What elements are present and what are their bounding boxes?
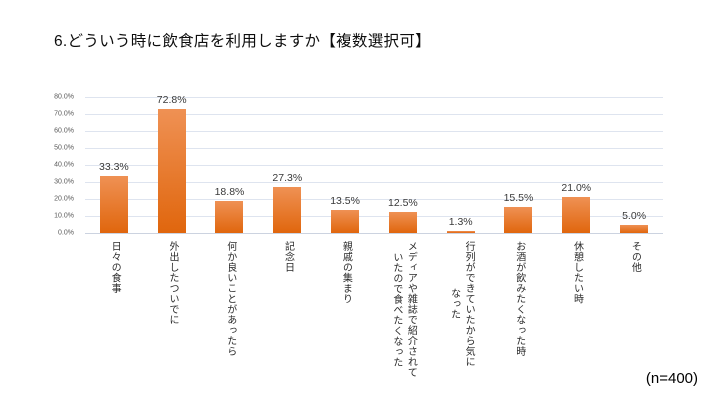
category-label: 何か良いことがあったら — [201, 241, 259, 357]
category-label-text: 外出したついでに — [166, 241, 178, 325]
category-label-text: 何か良いことがあったら — [224, 241, 236, 357]
bar-slot: 72.8% — [143, 94, 201, 233]
category-label-text: 親戚の集まり — [340, 241, 352, 304]
bar-slot: 13.5% — [316, 97, 374, 233]
y-tick-label: 70.0% — [54, 110, 74, 118]
category-label-text: 記念日 — [282, 241, 294, 273]
bar-value-label: 27.3% — [272, 171, 303, 184]
category-label: 外出したついでに — [143, 241, 201, 325]
y-tick-label: 0.0% — [58, 229, 74, 237]
gridline — [85, 182, 663, 183]
gridline — [85, 199, 663, 200]
bar-slot: 18.8% — [201, 97, 259, 233]
y-axis: 80.0% 70.0% 60.0% 50.0% 40.0% 30.0% 20.0% 10.0%… — [0, 93, 80, 237]
y-tick-label: 30.0% — [54, 178, 74, 186]
category-label: 親戚の集まり — [316, 241, 374, 304]
bar-value-label: 18.8% — [214, 186, 245, 199]
bar — [215, 201, 244, 233]
gridline — [85, 131, 663, 132]
category-label: その他 — [605, 241, 663, 273]
bar-slot: 27.3% — [258, 97, 316, 233]
y-tick-label: 80.0% — [54, 93, 74, 101]
category-label: 日々の食事 — [85, 241, 143, 294]
bar — [388, 211, 417, 233]
bar-value-label: 13.5% — [330, 195, 360, 208]
bar-slot: 12.5% — [374, 97, 432, 233]
bar-slot: 15.5% — [490, 97, 548, 233]
bar — [99, 176, 128, 233]
bar — [620, 224, 649, 233]
y-tick-label: 50.0% — [54, 144, 74, 152]
bar — [331, 210, 360, 233]
y-tick-label: 60.0% — [54, 127, 74, 135]
x-axis-line — [85, 233, 663, 234]
category-label-text: 日々の食事 — [109, 241, 121, 294]
bar-value-label: 33.3% — [99, 161, 129, 174]
gridline — [85, 114, 663, 115]
category-label: お酒が飲みたくなった時 — [490, 241, 548, 357]
bar-value-label: 15.5% — [503, 191, 534, 204]
bar-slot: 5.0% — [605, 97, 663, 233]
bar-value-label: 1.3% — [448, 215, 473, 228]
y-tick-label: 10.0% — [54, 212, 74, 220]
bar — [157, 109, 186, 233]
bar — [504, 206, 533, 233]
category-label-text: 行列ができていたから気に なった — [448, 241, 475, 367]
bar-value-label: 72.8% — [156, 94, 187, 107]
category-label-text: 休憩したい時 — [571, 241, 583, 304]
bar-series: 33.3% 72.8% 18.8% 27.3% 13.5% 12.5% 1.3% 15.5% 2… — [85, 94, 663, 233]
category-label-text: お酒が飲みたくなった時 — [513, 241, 525, 357]
bar — [562, 197, 591, 233]
category-label-text: メディアや雑誌で紹介されて いたので食べたくなった — [390, 241, 417, 378]
category-label-text: その他 — [629, 241, 641, 273]
sample-size-note: (n=400) — [645, 370, 698, 387]
category-label: 行列ができていたから気に なった — [432, 241, 490, 367]
bar — [446, 230, 475, 233]
gridline — [85, 216, 663, 217]
gridline — [85, 97, 663, 98]
category-label: メディアや雑誌で紹介されて いたので食べたくなった — [374, 241, 432, 378]
bar — [273, 186, 302, 233]
bar-value-label: 5.0% — [622, 209, 647, 222]
y-tick-label: 20.0% — [54, 195, 74, 203]
gridline — [85, 165, 663, 166]
plot-area: 33.3% 72.8% 18.8% 27.3% 13.5% 12.5% 1.3% 15.5% 2… — [85, 94, 663, 234]
category-label: 休憩したい時 — [547, 241, 605, 304]
y-tick-label: 40.0% — [54, 161, 74, 169]
bar-slot: 1.3% — [432, 97, 490, 233]
bar-slot: 21.0% — [547, 97, 605, 233]
category-label: 記念日 — [258, 241, 316, 273]
bar-slot: 33.3% — [85, 97, 143, 233]
gridline — [85, 148, 663, 149]
x-axis-labels: 日々の食事 外出したついでに 何か良いことがあったら 記念日 親戚の集まり メディアや雑誌… — [85, 241, 663, 378]
bar-value-label: 21.0% — [561, 182, 592, 195]
chart-title: 6.どういう時に飲食店を利用しますか【複数選択可】 — [54, 33, 431, 50]
bar-value-label: 12.5% — [387, 196, 418, 209]
